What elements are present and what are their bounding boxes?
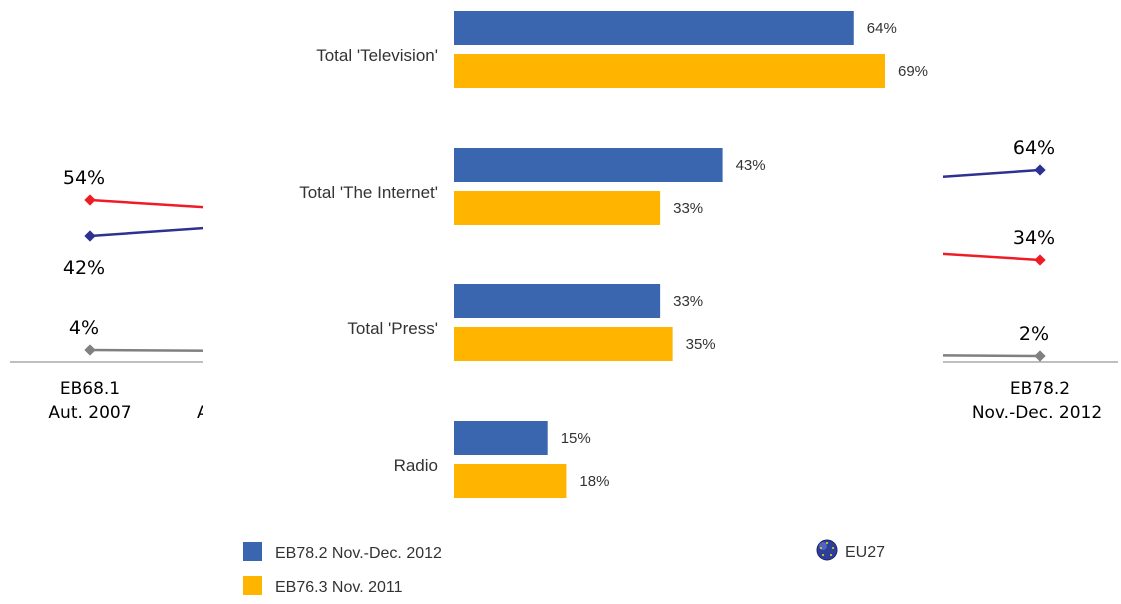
line-point-0-0 <box>84 194 96 206</box>
horizontal-bar-chart: Total 'Television' 64% 69% Total 'The Inter… <box>299 11 928 498</box>
x-tick-label-0-line-0: EB68.1 <box>60 379 120 399</box>
line-point-label-2-1: 2% <box>1019 323 1049 345</box>
bar-2-0 <box>454 284 661 318</box>
line-point-1-1 <box>1034 164 1046 176</box>
bar-2-1 <box>454 327 673 361</box>
line-point-label-2-0: 4% <box>69 317 99 339</box>
line-point-2-0 <box>84 344 96 356</box>
bar-value-label-2-0: 33% <box>673 293 703 310</box>
line-point-label-0-1: 34% <box>1013 227 1055 249</box>
bar-value-label-0-0: 64% <box>867 20 897 37</box>
eu-flag-icon <box>816 539 838 561</box>
legend-swatch-eb76-3 <box>243 576 262 595</box>
bar-1-0 <box>454 148 723 182</box>
legend-label-eb76-3: EB76.3 Nov. 2011 <box>275 579 403 596</box>
bar-value-label-2-1: 35% <box>686 336 716 353</box>
line-point-2-1 <box>1034 350 1046 362</box>
category-label-2: Total 'Press' <box>347 319 438 338</box>
legend-region-label: EU27 <box>845 544 885 561</box>
bar-0-0 <box>454 11 854 45</box>
legend: EB78.2 Nov.-Dec. 2012 EB76.3 Nov. 2011 E… <box>243 539 885 596</box>
bar-0-1 <box>454 54 885 88</box>
bar-3-1 <box>454 464 567 498</box>
line-point-0-1 <box>1034 254 1046 266</box>
line-point-1-0 <box>84 230 96 242</box>
bar-value-label-1-1: 33% <box>673 200 703 217</box>
line-point-label-0-0: 54% <box>63 167 105 189</box>
x-tick-label-1-line-0: EB78.2 <box>1010 379 1070 399</box>
x-tick-label-0-line-1: Aut. 2007 <box>48 403 131 423</box>
bar-value-label-1-0: 43% <box>736 157 766 174</box>
category-label-3: Radio <box>394 456 438 475</box>
line-point-label-1-0: 42% <box>63 257 105 279</box>
bar-value-label-3-1: 18% <box>579 473 609 490</box>
bar-value-label-0-1: 69% <box>898 63 928 80</box>
line-point-label-1-1: 64% <box>1013 137 1055 159</box>
bar-value-label-3-0: 15% <box>561 430 591 447</box>
bar-3-0 <box>454 421 548 455</box>
legend-label-eb78-2: EB78.2 Nov.-Dec. 2012 <box>275 545 442 562</box>
legend-swatch-eb78-2 <box>243 542 262 561</box>
category-label-1: Total 'The Internet' <box>299 183 438 202</box>
category-label-0: Total 'Television' <box>316 46 438 65</box>
x-tick-label-1-line-1: Nov.-Dec. 2012 <box>972 403 1102 423</box>
bar-1-1 <box>454 191 661 225</box>
